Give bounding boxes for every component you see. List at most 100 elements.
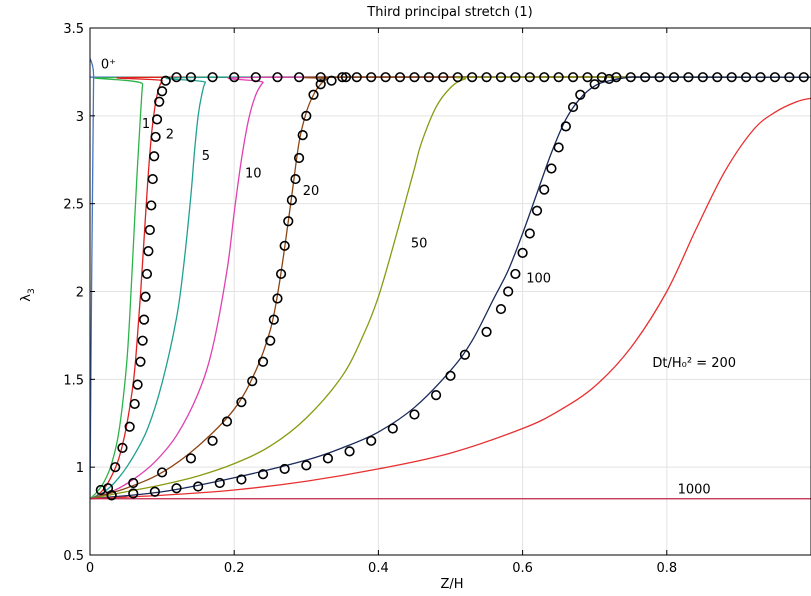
data-point: [380, 72, 391, 83]
data-point: [135, 356, 146, 367]
data-point: [510, 268, 521, 280]
data-point: [149, 486, 160, 497]
data-point: [171, 483, 182, 494]
data-point: [438, 72, 449, 83]
y-axis-label-main: λ: [19, 294, 34, 302]
data-point: [351, 72, 362, 83]
data-point: [272, 293, 283, 304]
curve-label: Dt/H₀² = 200: [652, 356, 736, 371]
data-point: [257, 469, 269, 480]
data-point: [697, 72, 708, 83]
curve-labels: 0⁺ 1 2 5 10 20 50 100 Dt/H₀² = 200 1000: [101, 57, 736, 497]
data-point: [553, 72, 564, 83]
data-point: [128, 477, 139, 489]
data-point: [589, 79, 600, 90]
data-point: [575, 89, 586, 100]
y-tick-label: 2: [76, 286, 84, 301]
y-tick-label: 3: [76, 110, 84, 125]
data-point: [308, 89, 319, 100]
data-point: [524, 228, 535, 239]
data-point: [366, 435, 377, 446]
data-point: [147, 173, 158, 185]
data-point: [755, 72, 766, 83]
data-point: [337, 72, 348, 83]
data-point: [157, 467, 168, 478]
data-point: [268, 314, 279, 325]
curve-label: 20: [303, 184, 320, 199]
data-point: [510, 72, 521, 83]
y-tick-label: 1: [76, 461, 84, 476]
data-point: [297, 130, 308, 141]
series-line-5: [90, 76, 811, 500]
curves: [90, 57, 811, 500]
data-point: [567, 72, 579, 83]
data-point: [315, 72, 326, 83]
data-point: [315, 79, 326, 90]
data-point: [146, 200, 157, 211]
data-point: [452, 72, 463, 83]
data-point: [567, 101, 579, 113]
data-point: [445, 370, 456, 381]
curve-label: 50: [411, 237, 428, 252]
data-point: [279, 240, 290, 251]
series-line-100: [90, 76, 811, 500]
data-point: [654, 72, 665, 83]
data-point: [301, 460, 312, 471]
data-point: [286, 195, 297, 206]
chart-title: Third principal stretch (1): [366, 5, 532, 20]
x-tick-label: 0.8: [656, 561, 677, 576]
data-point: [741, 72, 752, 83]
data-point: [283, 216, 294, 227]
data-point: [301, 110, 312, 121]
data-point: [683, 72, 694, 83]
data-point: [531, 205, 543, 216]
y-axis-label-sub: 3: [27, 288, 37, 294]
y-axis-label: λ3: [19, 288, 37, 301]
data-point: [611, 72, 622, 83]
data-point: [140, 291, 151, 302]
series-line-20: [90, 76, 811, 500]
curve-label: 100: [526, 272, 551, 287]
data-point: [409, 409, 420, 420]
data-point: [784, 72, 795, 83]
data-point: [185, 453, 197, 464]
curve-label: 1: [142, 117, 150, 132]
data-point: [95, 484, 106, 496]
data-point: [129, 398, 140, 410]
data-point: [221, 416, 233, 427]
data-point: [798, 72, 809, 83]
data-point: [106, 490, 117, 501]
data-point: [344, 446, 355, 457]
data-point: [137, 335, 148, 346]
data-point: [546, 163, 557, 174]
data-point: [141, 268, 153, 280]
series-line-50: [90, 76, 811, 500]
data-point: [117, 442, 128, 453]
y-tick-label: 0.5: [63, 549, 84, 564]
data-point: [185, 72, 197, 83]
data-point: [625, 72, 636, 83]
data-point: [712, 72, 723, 83]
data-point: [769, 72, 781, 83]
x-tick-label: 0.2: [224, 561, 245, 576]
data-point: [293, 152, 305, 164]
data-point: [495, 72, 507, 83]
ticks: 0 0.2 0.4 0.6 0.8 0.5 1 1.5 2 2.5 3 3.5: [63, 22, 677, 576]
data-point: [423, 72, 434, 83]
curve-label: 1000: [678, 483, 711, 498]
data-point: [214, 477, 225, 489]
x-tick-label: 0.6: [512, 561, 533, 576]
data-point: [157, 86, 168, 97]
data-point: [124, 421, 135, 432]
series-line-200: [90, 97, 811, 500]
data-point: [171, 72, 182, 83]
data-point: [207, 72, 218, 83]
data-point: [143, 245, 154, 257]
data-point: [236, 397, 247, 408]
data-point: [154, 96, 165, 107]
series-line-2: [90, 76, 811, 500]
data-point: [110, 462, 121, 473]
x-tick-label: 0: [86, 561, 94, 576]
data-point: [151, 114, 163, 125]
